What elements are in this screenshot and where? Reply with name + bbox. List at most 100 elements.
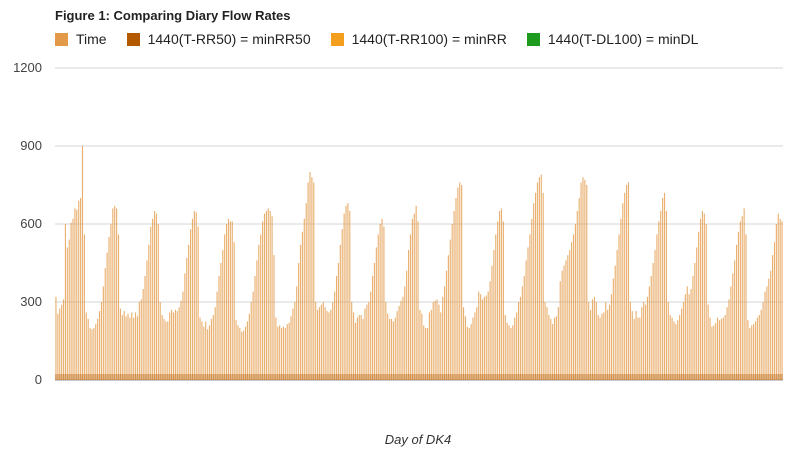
bar[interactable] [428, 312, 430, 380]
legend-item-time[interactable]: Time [55, 31, 107, 47]
bar[interactable] [163, 318, 165, 380]
bar[interactable] [466, 326, 468, 380]
bar[interactable] [608, 304, 611, 380]
bar[interactable] [762, 302, 764, 380]
bar[interactable] [426, 328, 429, 380]
bar[interactable] [521, 286, 523, 380]
bar[interactable] [116, 208, 118, 380]
bar[interactable] [489, 281, 491, 380]
bar[interactable] [62, 299, 65, 380]
bar[interactable] [483, 296, 485, 380]
bar[interactable] [87, 318, 89, 380]
bar[interactable] [650, 276, 652, 380]
bar[interactable] [263, 213, 266, 380]
bar[interactable] [745, 234, 747, 380]
bar[interactable] [671, 317, 673, 380]
bar[interactable] [720, 318, 722, 380]
bar[interactable] [622, 203, 624, 380]
bar[interactable] [455, 198, 457, 380]
bar[interactable] [78, 200, 80, 380]
bar[interactable] [548, 315, 550, 380]
bar[interactable] [100, 302, 103, 380]
bar[interactable] [711, 326, 713, 380]
bar[interactable] [595, 302, 597, 380]
bar[interactable] [580, 182, 582, 380]
bar[interactable] [311, 177, 313, 380]
bar[interactable] [339, 244, 341, 380]
bar[interactable] [140, 299, 142, 380]
bar[interactable] [165, 321, 167, 381]
bar[interactable] [95, 324, 97, 380]
bar[interactable] [567, 255, 569, 380]
bar[interactable] [320, 304, 322, 380]
bar[interactable] [277, 326, 279, 380]
bar[interactable] [485, 295, 487, 381]
bar[interactable] [639, 317, 641, 380]
bar[interactable] [237, 325, 239, 380]
bar[interactable] [550, 318, 552, 380]
bar[interactable] [138, 302, 140, 380]
bar[interactable] [377, 234, 379, 380]
bar[interactable] [662, 198, 664, 380]
bar[interactable] [722, 317, 724, 380]
bar[interactable] [544, 302, 546, 380]
bar[interactable] [288, 322, 290, 380]
bar[interactable] [686, 286, 688, 380]
bar[interactable] [239, 328, 241, 380]
bar[interactable] [696, 247, 698, 380]
bar[interactable] [66, 247, 68, 380]
bar[interactable] [542, 192, 544, 380]
bar[interactable] [244, 326, 247, 380]
bar[interactable] [178, 307, 180, 380]
bar[interactable] [610, 294, 612, 380]
bar[interactable] [629, 302, 631, 380]
bar[interactable] [326, 311, 328, 380]
bar[interactable] [753, 324, 755, 380]
bar[interactable] [366, 304, 368, 380]
bar[interactable] [72, 218, 74, 380]
bar[interactable] [563, 265, 565, 380]
bar[interactable] [607, 309, 609, 380]
bar[interactable] [476, 307, 478, 380]
bar[interactable] [322, 302, 324, 380]
bar[interactable] [677, 320, 679, 380]
bar[interactable] [741, 216, 743, 380]
bar[interactable] [195, 212, 197, 380]
bar[interactable] [271, 216, 273, 380]
bar[interactable] [517, 302, 520, 380]
bar[interactable] [506, 322, 508, 380]
bar[interactable] [89, 328, 91, 380]
bar[interactable] [614, 265, 616, 380]
bar[interactable] [559, 281, 561, 380]
bar[interactable] [502, 221, 504, 380]
bar[interactable] [644, 304, 647, 380]
bar[interactable] [654, 250, 656, 380]
bar[interactable] [356, 317, 358, 380]
bar[interactable] [633, 318, 635, 380]
bar[interactable] [643, 302, 645, 380]
bar[interactable] [527, 247, 529, 380]
bar[interactable] [453, 211, 455, 380]
bar[interactable] [684, 294, 686, 380]
bar[interactable] [533, 203, 535, 380]
bar[interactable] [246, 321, 248, 381]
bar[interactable] [112, 208, 114, 380]
bar[interactable] [80, 198, 82, 380]
bar[interactable] [734, 260, 736, 380]
bar[interactable] [646, 296, 649, 380]
bar[interactable] [123, 311, 125, 380]
bar[interactable] [379, 224, 381, 380]
bar[interactable] [81, 146, 84, 380]
bar[interactable] [182, 291, 184, 380]
bar[interactable] [199, 317, 201, 380]
bar[interactable] [694, 263, 696, 380]
bar[interactable] [603, 312, 605, 380]
bar[interactable] [648, 286, 650, 380]
bar[interactable] [267, 208, 269, 380]
bar[interactable] [191, 218, 194, 380]
bar[interactable] [317, 309, 319, 380]
bar[interactable] [305, 203, 307, 380]
bar[interactable] [445, 270, 448, 380]
bar[interactable] [150, 226, 152, 380]
bar[interactable] [335, 276, 338, 380]
